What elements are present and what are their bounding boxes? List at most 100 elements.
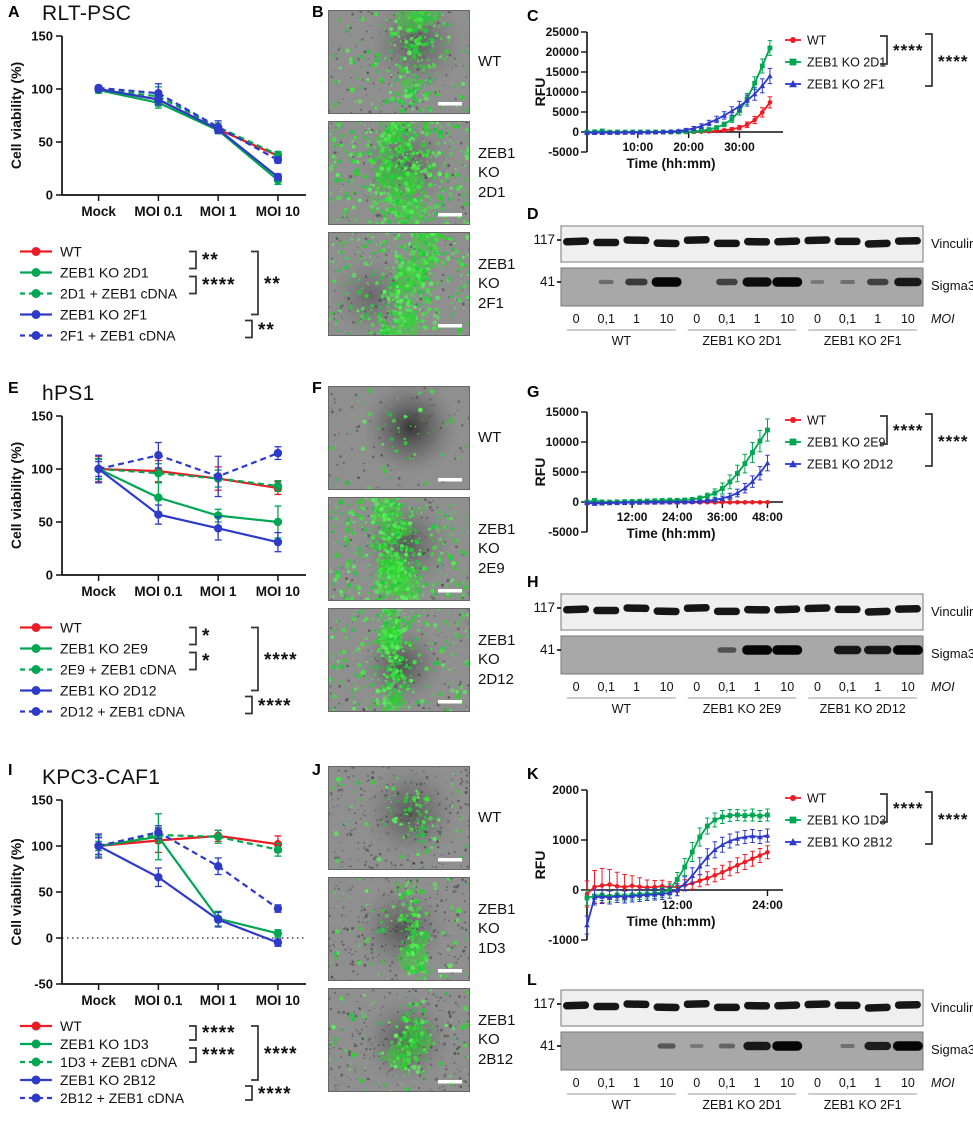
micrograph-image <box>328 877 470 981</box>
vinculin-band <box>593 607 619 615</box>
data-point <box>94 842 102 850</box>
lane-moi-value: 0,1 <box>718 680 735 694</box>
sig-stars-1: ** <box>202 250 219 271</box>
vinculin-band <box>563 1001 589 1009</box>
data-point <box>274 538 282 546</box>
y-tick-label: 5000 <box>552 465 579 479</box>
series-line <box>99 837 278 934</box>
legend-item-wt: WT <box>20 1018 82 1034</box>
sigma3-band <box>652 277 682 287</box>
panel-letter-b: B <box>312 4 324 22</box>
panel-letter-e: E <box>8 380 19 398</box>
legend-item-2b12-+-zeb1-cdna: 2B12 + ZEB1 cDNA <box>20 1090 185 1106</box>
cell-line-title-rlt-psc: RLT-PSC <box>42 2 131 26</box>
sig-stars-2: * <box>202 651 210 672</box>
sigma3-band <box>867 279 889 286</box>
y-tick-label: 1000 <box>552 833 579 847</box>
data-point <box>274 518 282 526</box>
mw-marker-117: 117 <box>533 600 555 615</box>
cell-line-title-kpc3-caf1: KPC3-CAF1 <box>42 766 160 790</box>
y-tick-label: 50 <box>39 885 53 900</box>
sig-stars-2: **** <box>938 52 968 71</box>
micrograph-image <box>328 10 470 114</box>
x-category-label: MOI 0.1 <box>134 993 183 1008</box>
y-tick-label: 5000 <box>552 105 579 119</box>
group-label: WT <box>612 702 632 716</box>
group-label: WT <box>612 1098 632 1112</box>
micrograph-label: WT <box>478 52 501 71</box>
legend-item-wt: WT <box>20 244 82 260</box>
y-tick-label: 150 <box>31 29 53 44</box>
vinculin-band <box>744 606 770 614</box>
vinculin-band <box>774 237 800 245</box>
vinculin-band <box>865 607 891 615</box>
data-point <box>214 833 222 841</box>
lane-moi-value: 1 <box>633 312 640 326</box>
lane-moi-value: 1 <box>754 1076 761 1090</box>
lane-moi-value: 0 <box>693 312 700 326</box>
mw-marker-41: 41 <box>540 1038 555 1053</box>
sig-stars-4: **** <box>258 1084 292 1105</box>
x-tick-label: 30:00 <box>724 140 755 154</box>
lane-moi-value: 0 <box>693 680 700 694</box>
x-tick-label: 12:00 <box>662 898 693 912</box>
x-tick-label: 36:00 <box>707 510 738 524</box>
lane-moi-value: 1 <box>633 680 640 694</box>
y-tick-label: 150 <box>31 409 53 424</box>
legend-label: ZEB1 KO 1D3 <box>60 1036 149 1052</box>
data-point <box>274 904 282 912</box>
panel-letter-f: F <box>312 380 322 398</box>
vinculin-band <box>623 1000 649 1008</box>
y-tick-label: -50 <box>34 977 53 992</box>
vinculin-band <box>774 605 800 613</box>
x-tick-label: 20:00 <box>673 140 704 154</box>
x-category-label: Mock <box>81 993 116 1008</box>
sig-bracket-1 <box>189 1026 196 1040</box>
sigma3-band <box>717 647 736 653</box>
lane-moi-value: 0,1 <box>839 312 856 326</box>
sigma3-band <box>894 278 921 287</box>
y-axis-title: RFU <box>532 851 548 880</box>
micrograph-row: WT <box>328 386 516 490</box>
group-label: ZEB1 KO 2D12 <box>820 702 906 716</box>
moi-label: MOI <box>931 312 955 326</box>
legend-label: 1D3 + ZEB1 cDNA <box>60 1054 178 1070</box>
sigma3-band <box>840 1044 854 1048</box>
sig-bracket-3 <box>251 1026 258 1080</box>
sigma3-band <box>864 1042 891 1050</box>
sigma3-band <box>658 1043 676 1048</box>
legend-label: ZEB1 KO 2F1 <box>60 307 147 323</box>
vinculin-band <box>804 1000 830 1008</box>
sigma3-band <box>719 1044 735 1049</box>
legend-item-zeb1-ko-2d12: ZEB1 KO 2D12 <box>20 683 157 699</box>
group-label: ZEB1 KO 2D1 <box>702 334 781 348</box>
scale-bar <box>438 213 462 217</box>
lane-moi-value: 0,1 <box>718 1076 735 1090</box>
lane-moi-value: 1 <box>874 1076 881 1090</box>
lane-moi-value: 10 <box>901 312 915 326</box>
sig-stars-3: ** <box>264 274 281 295</box>
micrograph-image <box>328 232 470 336</box>
legend-label: ZEB1 KO 2D12 <box>60 683 157 699</box>
y-tick-label: 15000 <box>546 405 580 419</box>
sig-bracket-2 <box>189 653 196 670</box>
data-point <box>154 873 162 881</box>
y-tick-label: -5000 <box>548 145 579 159</box>
data-point <box>274 938 282 946</box>
sig-bracket-3 <box>251 628 258 691</box>
data-point <box>154 89 162 97</box>
sigma3-band <box>625 279 647 286</box>
